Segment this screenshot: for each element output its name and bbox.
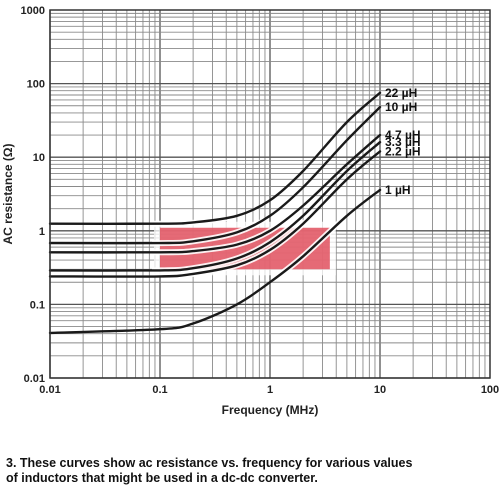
figure-caption: 3. These curves show ac resistance vs. f… [6,456,494,486]
series-line-4-7-h [48,133,382,254]
axes: 0.01 0.1 1 10 100 0.01 0.1 1 10 100 1000 Frequency … [1,5,499,417]
x-tick-label: 1 [267,384,273,396]
x-tick-label: 0.01 [39,384,60,396]
y-tick-label: 1000 [21,5,45,17]
series-lines [48,91,382,335]
series-line-10-h [48,105,382,245]
y-tick-label: 0.1 [30,299,45,311]
x-axis-label: Frequency (MHz) [222,403,319,417]
series-label-1-h: 1 µH [385,183,411,197]
series-label-4-7-h: 4.7 µH [385,128,421,142]
y-tick-label: 0.01 [24,373,45,385]
series-line-22-h [48,91,382,225]
series-label-10-h: 10 µH [385,100,417,114]
y-axis-label: AC resistance (Ω) [1,144,15,245]
x-tick-label: 0.1 [152,384,167,396]
series-line-1-h [48,188,382,335]
y-tick-label: 1 [39,226,45,238]
series-line-3-3-h [48,141,382,272]
x-tick-label: 10 [374,384,386,396]
y-tick-label: 100 [27,79,45,91]
y-tick-label: 10 [33,152,45,164]
series-label-2-2-h: 2.2 µH [385,144,421,158]
plot-frame [49,9,491,379]
x-tick-label: 100 [481,384,499,396]
series-line-2-2-h [48,150,382,278]
grid [49,10,490,379]
series-label-22-h: 22 µH [385,86,417,100]
series-label-3-3-h: 3.3 µH [385,135,421,149]
caption-line-1: 3. These curves show ac resistance vs. f… [6,456,413,470]
caption-line-2: of inductors that might be used in a dc-… [6,471,318,485]
